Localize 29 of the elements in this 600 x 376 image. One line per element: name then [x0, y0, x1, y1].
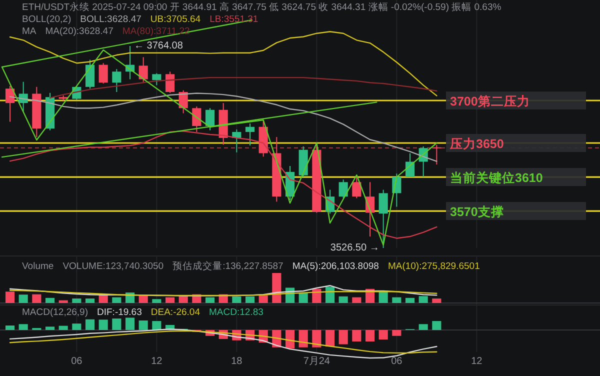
text: MA(10):275,829.6501 [388, 261, 480, 272]
text: MA [22, 26, 37, 37]
x-tick-label: 06 [71, 356, 83, 367]
text: 预估成交量:136,227.8587 [172, 260, 284, 272]
series-label: DEA:-26.04 [150, 307, 200, 318]
x-tick-label: 7月24 [303, 356, 330, 367]
text: BOLL(20,2) [22, 14, 72, 25]
x-tick-label: 18 [231, 356, 243, 367]
annotation: ← 3764.08 [134, 40, 184, 52]
x-tick-label: 06 [391, 356, 403, 367]
text: VOLUME:123,740.3050 [62, 261, 164, 272]
x-tick-label: 12 [471, 356, 483, 367]
chart-title: Volume [22, 261, 54, 272]
series-label: MACD:12.83 [209, 307, 264, 318]
text: BOLL:3628.47 [80, 14, 142, 25]
x-tick-label: 12 [151, 356, 163, 367]
ref-line-label: 当前关键位3610 [450, 170, 543, 186]
series-label: MA(5):206,103.8098 [292, 261, 379, 272]
text: MA(80):3711.22 [122, 26, 190, 37]
text: MA(20):3628.47 [45, 26, 114, 37]
ref-line-label: 压力3650 [449, 137, 504, 152]
text: LB:3551.31 [210, 14, 258, 25]
chart-title: MACD(12,26,9) [22, 307, 88, 318]
ref-line-label: 3700第二压力 [450, 94, 530, 109]
text: UB:3705.64 [150, 14, 201, 25]
ref-line-label: 3570支撑 [450, 205, 504, 220]
series-label: DIF:-19.63 [97, 307, 142, 318]
chart-title: ETH/USDT永续 2025-07-24 09:00 开 3644.91 高 3647.75 低 3624.75 收 3644.31 涨幅 -0.02%(-0.59) 振幅 0.63% [22, 1, 502, 13]
annotation: 3526.50 → [330, 242, 380, 254]
